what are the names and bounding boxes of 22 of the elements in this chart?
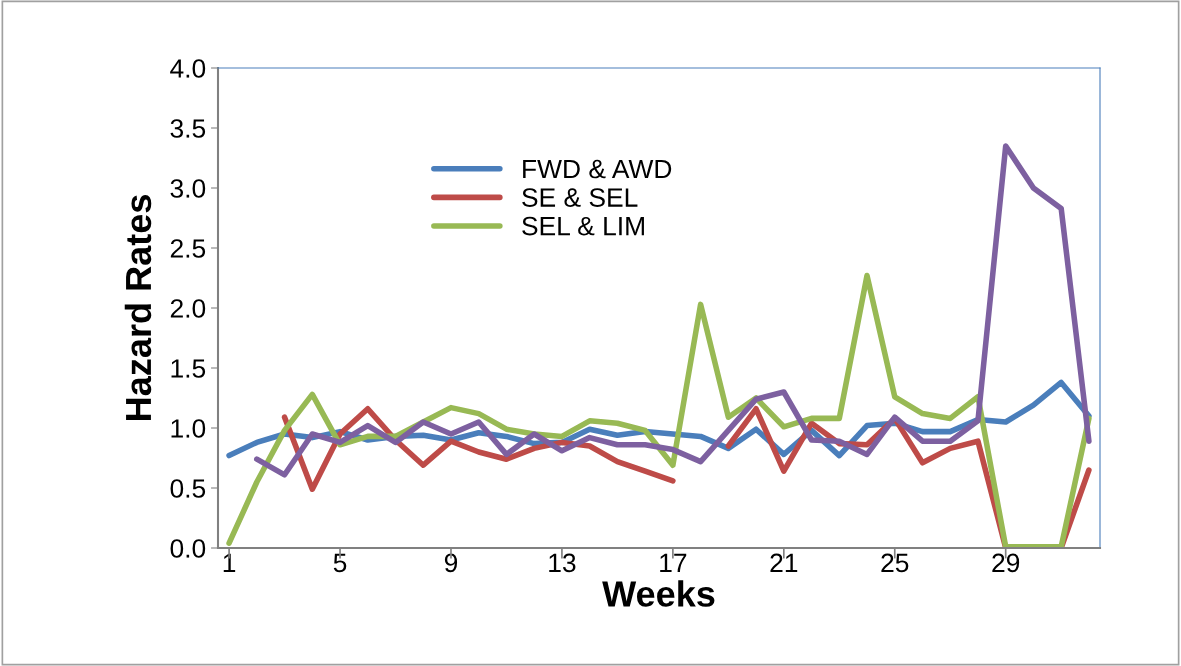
legend-label: SE & SEL <box>522 188 638 207</box>
legend-label: FWD & AWD <box>523 159 672 179</box>
y-tick-label: 3.5 <box>170 119 206 138</box>
legend-label: SEL & LIM <box>522 216 644 236</box>
y-tick-label: 1.0 <box>171 419 206 438</box>
y-axis-title: Hazard Rates <box>124 195 152 420</box>
y-tick-label: 0.0 <box>170 539 206 558</box>
y-tick-label: 3.0 <box>170 179 206 198</box>
y-tick-label: 1.5 <box>171 359 206 378</box>
y-tick-label: 0.5 <box>170 479 206 498</box>
y-tick-label: 2.0 <box>170 299 206 318</box>
x-tick-label: 13 <box>549 553 576 573</box>
y-tick-label: 4.0 <box>170 59 206 78</box>
y-tick-label: 2.5 <box>170 239 206 258</box>
x-tick-label: 25 <box>881 553 909 573</box>
x-axis-title: Weeks <box>602 580 715 607</box>
x-tick-label: 5 <box>333 553 347 573</box>
x-tick-label: 1 <box>223 553 236 572</box>
x-tick-label: 17 <box>660 553 687 572</box>
x-tick-label: 9 <box>444 553 458 573</box>
x-tick-label: 21 <box>770 553 798 572</box>
x-tick-label: 29 <box>992 553 1020 573</box>
